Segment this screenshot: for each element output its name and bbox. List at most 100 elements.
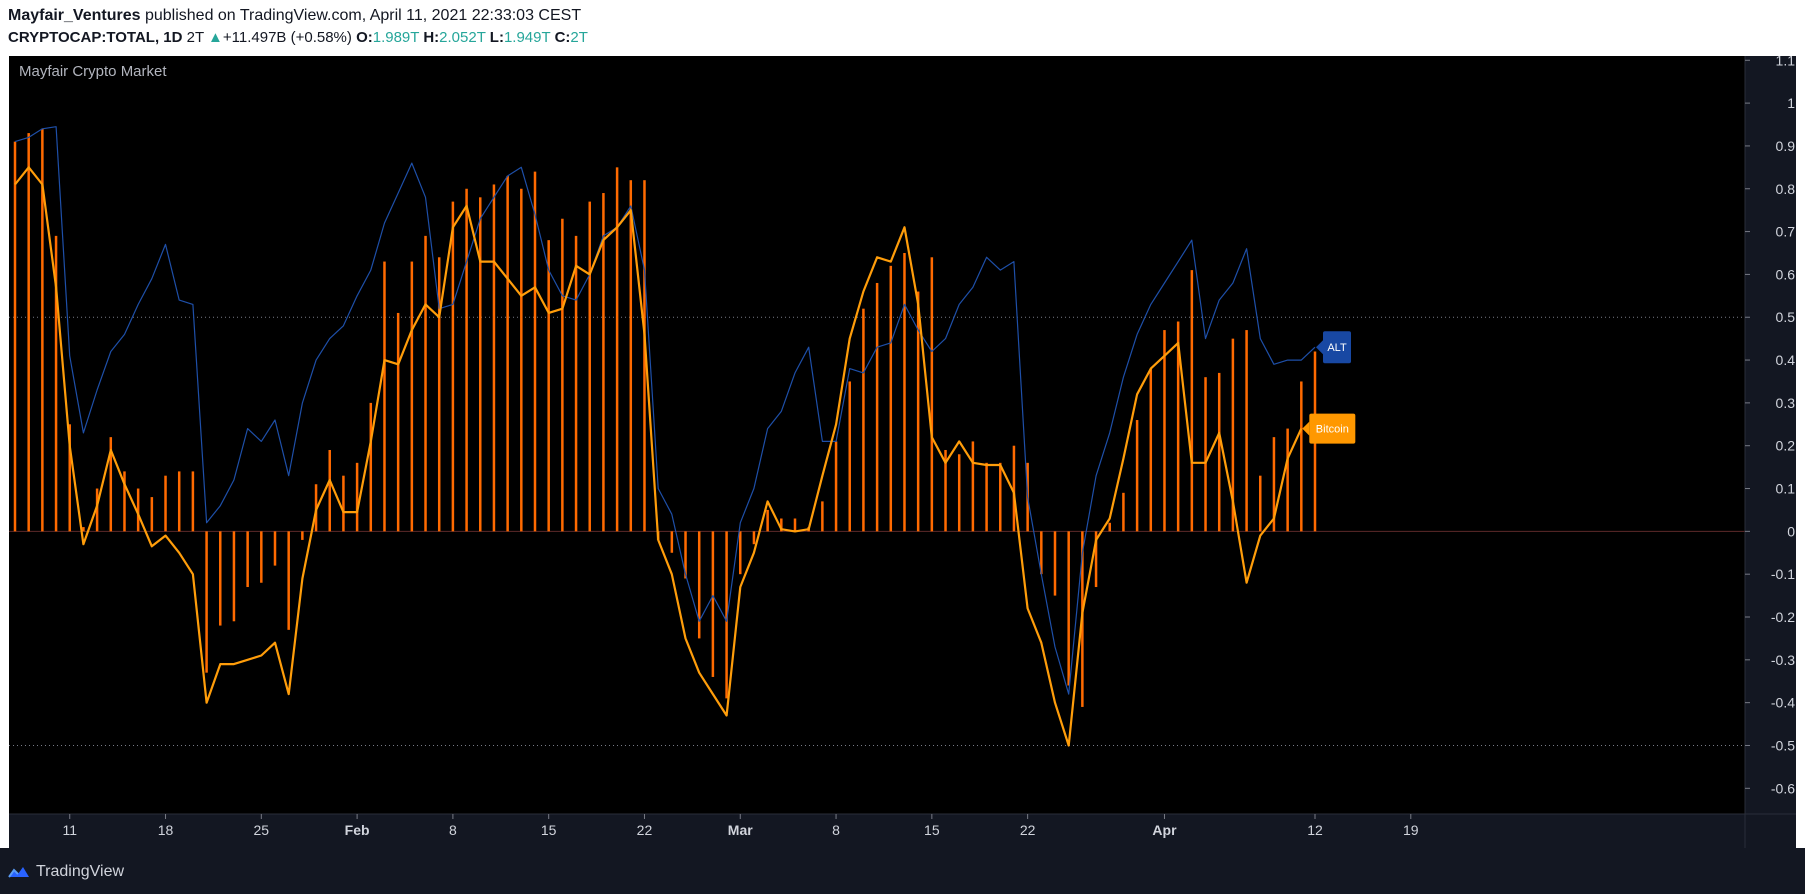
histogram-bar bbox=[136, 488, 140, 532]
histogram-bar bbox=[451, 201, 455, 532]
histogram-bar bbox=[1163, 330, 1166, 532]
x-tick-label: 18 bbox=[158, 822, 174, 838]
x-tick-label: 15 bbox=[541, 822, 557, 838]
time-axis[interactable]: 11 18 25 Feb 8 15 22 Mar 8 15 22 Apr 12 19 bbox=[62, 814, 1419, 838]
label-box bbox=[1323, 331, 1351, 364]
open-value: 1.989T bbox=[372, 29, 420, 46]
histogram-bar bbox=[520, 188, 523, 532]
histogram-bar bbox=[848, 381, 851, 532]
series-last-value-labels: ALT Bitcoin bbox=[1302, 331, 1356, 444]
published-text: published on TradingView.com, April 11, … bbox=[140, 7, 582, 24]
author-name[interactable]: Mayfair_Ventures bbox=[8, 7, 141, 24]
histogram-bar bbox=[301, 531, 304, 540]
symbol-ohlc-line: CRYPTOCAP:TOTAL, 1D 2T ▲+11.497B (+0.58%… bbox=[8, 29, 588, 47]
x-tick-label: Mar bbox=[728, 822, 753, 838]
last-value-label-bitcoin: Bitcoin bbox=[1302, 413, 1356, 444]
high-value: 2.052T bbox=[439, 29, 486, 46]
histogram-bar bbox=[1190, 270, 1194, 532]
histogram-bar bbox=[177, 471, 181, 532]
histogram-bar bbox=[95, 488, 99, 532]
low-value: 1.949T bbox=[503, 29, 551, 46]
histogram-bar bbox=[369, 402, 373, 532]
last-value: 2T bbox=[186, 29, 204, 46]
publish-info: Mayfair_Ventures published on TradingVie… bbox=[8, 7, 581, 25]
y-tick-label: 0.8 bbox=[1776, 181, 1796, 197]
histogram-bar bbox=[725, 531, 728, 699]
y-tick-label: 0.3 bbox=[1776, 395, 1796, 411]
x-tick-label: 15 bbox=[924, 822, 940, 838]
histogram-bar bbox=[287, 531, 290, 630]
label-text: ALT bbox=[1327, 342, 1347, 354]
histogram-bar bbox=[739, 531, 742, 575]
histogram-bar bbox=[479, 197, 482, 532]
histogram-bar bbox=[506, 175, 509, 532]
line-series bbox=[14, 126, 1316, 747]
histogram-bar bbox=[1300, 381, 1303, 532]
y-tick-label: -0.2 bbox=[1771, 609, 1795, 625]
histogram-bar bbox=[492, 184, 496, 532]
indicator-title: Mayfair Crypto Market bbox=[19, 63, 167, 80]
y-tick-label: 0.7 bbox=[1776, 224, 1796, 240]
histogram-bar bbox=[780, 518, 783, 532]
histogram-bar bbox=[588, 201, 591, 532]
y-tick-label: -0.6 bbox=[1771, 780, 1795, 796]
histogram-bar bbox=[711, 531, 715, 677]
y-tick-label: 1 bbox=[1787, 95, 1795, 111]
histogram-bar bbox=[13, 141, 17, 532]
histogram-bar bbox=[862, 308, 865, 532]
y-tick-label: -0.3 bbox=[1771, 652, 1795, 668]
x-tick-label: 25 bbox=[254, 822, 270, 838]
indicator-chart[interactable]: 1.1 1 0.9 0.8 0.7 0.6 0.5 0.4 0.3 0.2 0.1 0 -0.1 -0.2… bbox=[9, 56, 1796, 848]
histogram-bar bbox=[971, 441, 975, 532]
histogram-bar bbox=[999, 462, 1002, 532]
x-tick-label: Feb bbox=[345, 822, 370, 838]
histogram-bar bbox=[1245, 330, 1248, 532]
histogram-bar bbox=[684, 531, 687, 579]
change-value: +11.497B (+0.58%) bbox=[222, 29, 352, 46]
x-tick-label: 8 bbox=[449, 822, 457, 838]
histogram-bar bbox=[1217, 372, 1221, 532]
x-tick-label: 22 bbox=[637, 822, 653, 838]
histogram-bar bbox=[985, 462, 988, 532]
low-key: L: bbox=[489, 29, 504, 46]
y-tick-label: 1.1 bbox=[1776, 56, 1796, 68]
histogram-bar bbox=[27, 133, 30, 532]
histogram-bar bbox=[903, 252, 906, 532]
histogram-bar bbox=[109, 437, 113, 532]
histogram-bar bbox=[1135, 420, 1139, 532]
histogram-bar bbox=[82, 527, 85, 532]
histogram-bar bbox=[602, 193, 605, 532]
histogram-bar bbox=[383, 261, 386, 532]
histogram-bar bbox=[191, 471, 195, 532]
histogram-bar bbox=[944, 449, 947, 532]
tradingview-logo-icon bbox=[8, 867, 29, 878]
histogram-bar bbox=[219, 531, 222, 626]
histogram-bar bbox=[410, 261, 414, 532]
x-tick-label: 11 bbox=[62, 822, 77, 838]
histogram-bar bbox=[68, 424, 71, 532]
histogram-bar bbox=[205, 531, 208, 673]
histogram-bar bbox=[1040, 531, 1043, 575]
y-tick-label: -0.5 bbox=[1771, 737, 1795, 753]
histogram-bar bbox=[916, 291, 920, 532]
y-tick-label: 0.2 bbox=[1776, 438, 1796, 454]
histogram-bar bbox=[533, 171, 537, 532]
y-tick-label: 0.4 bbox=[1776, 352, 1796, 368]
histogram-bar bbox=[396, 312, 400, 532]
high-key: H: bbox=[423, 29, 440, 46]
label-pointer bbox=[1302, 421, 1310, 436]
histogram-bar bbox=[260, 531, 263, 583]
histogram-bar bbox=[1176, 321, 1180, 532]
histogram-bar bbox=[930, 257, 934, 532]
histogram-bar bbox=[355, 462, 359, 532]
price-axis[interactable]: 1.1 1 0.9 0.8 0.7 0.6 0.5 0.4 0.3 0.2 0.1 0 -0.1 -0.2… bbox=[1745, 56, 1795, 796]
histogram-bar bbox=[889, 265, 893, 532]
x-tick-label: 19 bbox=[1403, 822, 1419, 838]
tradingview-label: TradingView bbox=[36, 863, 125, 880]
histogram-bar bbox=[246, 531, 249, 588]
histogram-bar bbox=[875, 282, 879, 532]
histogram-bar bbox=[615, 167, 619, 532]
x-tick-label: 22 bbox=[1020, 822, 1036, 838]
tradingview-brand[interactable]: TradingView bbox=[8, 861, 124, 883]
chart-container[interactable]: 1.1 1 0.9 0.8 0.7 0.6 0.5 0.4 0.3 0.2 0.1 0 -0.1 -0.2… bbox=[9, 56, 1796, 848]
